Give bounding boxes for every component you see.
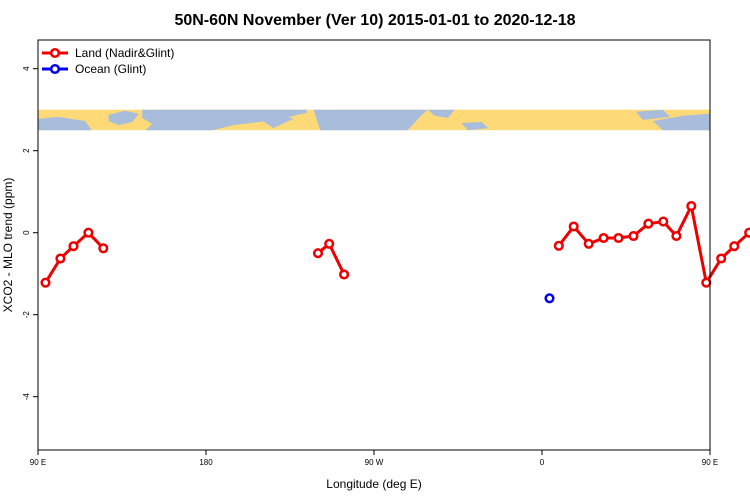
plot-frame — [37, 39, 711, 451]
world-map-strip — [38, 109, 710, 131]
legend-marker-ocean — [49, 63, 61, 75]
data-point-land — [55, 253, 66, 264]
map-ocean-shape — [313, 109, 428, 131]
series-layer — [40, 201, 750, 304]
legend-label-ocean: Ocean (Glint) — [75, 62, 146, 76]
y-tick-label: 0 — [22, 230, 31, 235]
data-point-land — [568, 221, 579, 232]
data-point-land — [68, 241, 79, 252]
y-tick-label: 4 — [22, 66, 31, 71]
data-point-land — [83, 227, 94, 238]
map-ocean-shape — [652, 113, 710, 131]
data-point-land — [583, 238, 594, 249]
legend: Land (Nadir&Glint) Ocean (Glint) — [42, 46, 174, 76]
data-point-land — [553, 240, 564, 251]
data-point-ocean — [544, 293, 555, 304]
data-point-land — [716, 253, 727, 264]
x-tick-label: 0 — [540, 458, 545, 467]
x-tick-label: 90 E — [30, 458, 46, 467]
data-point-land — [686, 201, 697, 212]
map-ocean-shape — [152, 114, 253, 122]
chart-title: 50N-60N November (Ver 10) 2015-01-01 to … — [174, 12, 575, 29]
legend-item-ocean: Ocean (Glint) — [42, 62, 146, 76]
data-point-land — [324, 238, 335, 249]
y-axis-ticks: -4 -2 0 2 4 — [22, 66, 38, 400]
data-point-land — [701, 277, 712, 288]
map-ocean-shape — [108, 110, 139, 126]
x-axis-ticks: 90 E 180 90 W 0 90 E — [30, 450, 718, 467]
legend-label-land: Land (Nadir&Glint) — [75, 46, 174, 60]
data-point-land — [729, 241, 740, 252]
x-tick-label: 90 W — [365, 458, 384, 467]
data-point-land — [98, 243, 109, 254]
y-tick-label: -4 — [22, 393, 31, 401]
y-tick-label: -2 — [22, 311, 31, 319]
map-ocean-shape — [427, 109, 455, 118]
y-tick-label: 2 — [22, 148, 31, 153]
data-point-land — [671, 230, 682, 242]
data-point-land — [658, 216, 669, 227]
legend-item-land: Land (Nadir&Glint) — [42, 46, 174, 60]
map-ocean-shape — [38, 116, 92, 131]
series-line-land — [44, 231, 105, 284]
legend-marker-land — [49, 47, 61, 59]
data-point-land — [40, 277, 51, 288]
data-point-land — [628, 230, 639, 242]
x-tick-label: 90 E — [702, 458, 718, 467]
data-point-land — [598, 232, 609, 244]
data-point-land — [339, 269, 350, 280]
data-point-land — [613, 232, 624, 244]
data-point-land — [643, 218, 654, 229]
data-point-land — [312, 248, 324, 259]
data-point-land — [744, 227, 750, 238]
map-ocean-shape — [636, 109, 670, 120]
map-ocean-shape — [461, 122, 489, 131]
y-axis-label: XCO2 - MLO trend (ppm) — [1, 178, 15, 313]
map-ocean-shape — [259, 113, 294, 129]
x-tick-label: 180 — [199, 458, 213, 467]
x-axis-label: Longitude (deg E) — [326, 477, 421, 491]
